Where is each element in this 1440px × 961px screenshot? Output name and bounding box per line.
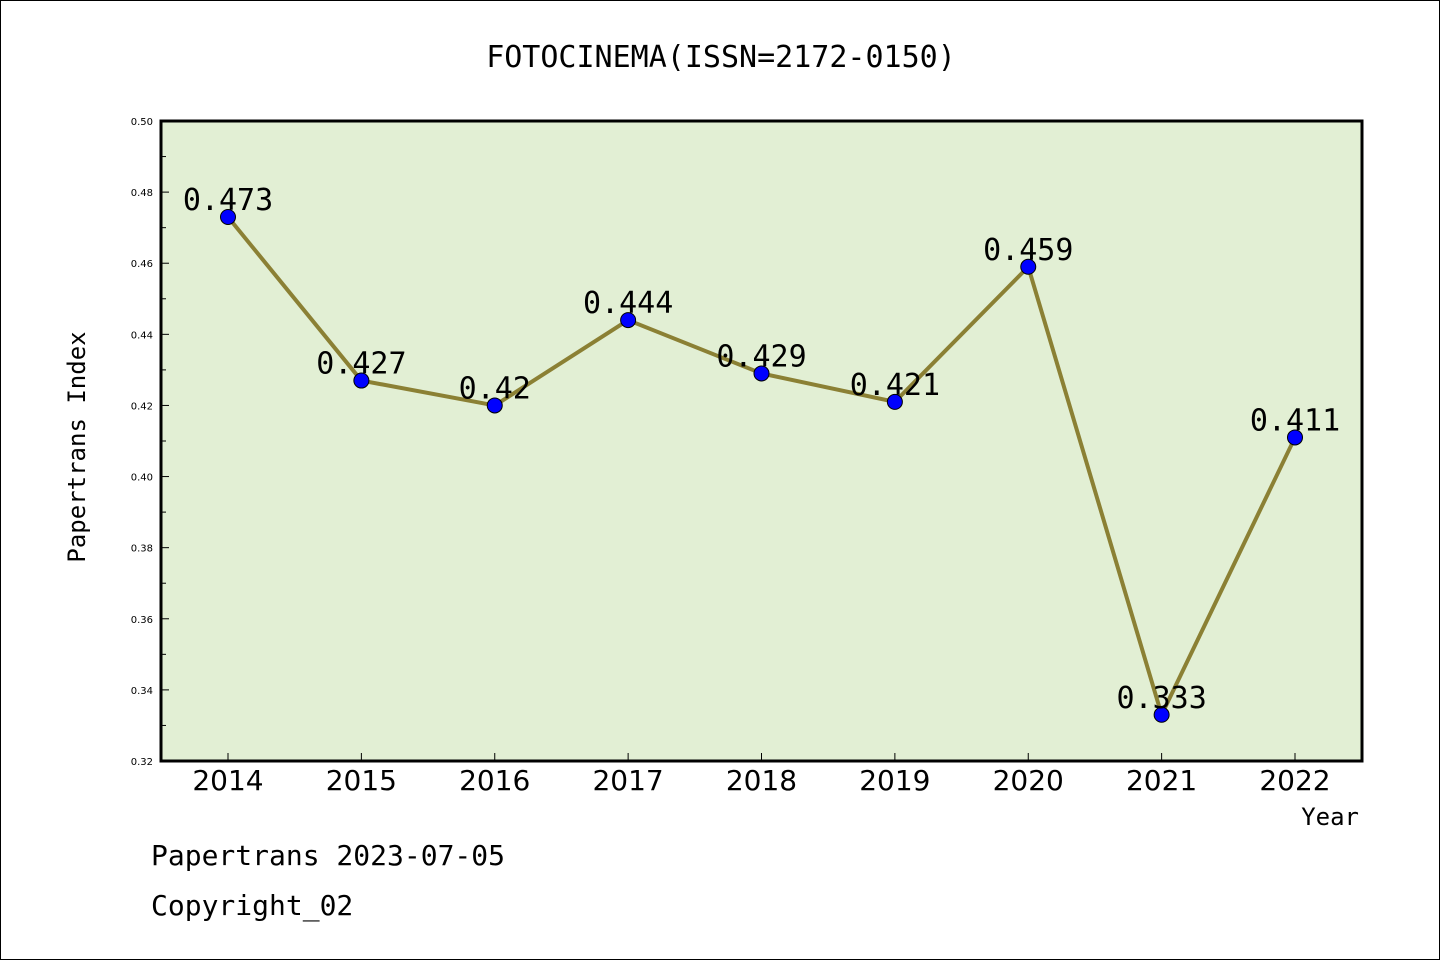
data-point xyxy=(486,397,503,414)
y-tick-label: 0.40 xyxy=(131,473,153,484)
data-label: 0.421 xyxy=(850,368,940,403)
y-tick-label: 0.36 xyxy=(131,615,153,626)
y-tick-label: 0.50 xyxy=(131,117,153,128)
x-axis: 2014 2015 2016 2017 2018 2019 2020 2021 2022 xyxy=(192,753,1331,797)
data-point xyxy=(886,393,903,410)
data-point xyxy=(620,312,637,329)
data-point xyxy=(353,372,370,389)
y-tick-label: 0.34 xyxy=(131,686,153,697)
data-point xyxy=(1020,258,1037,275)
y-tick-label: 0.44 xyxy=(131,330,153,341)
footer-copyright: Copyright_02 xyxy=(151,889,353,923)
series-line: 0.473 0.427 0.42 0.444 0.429 0.421 0.459 0.333 0… xyxy=(183,183,1340,723)
x-tick-label: 2019 xyxy=(859,764,930,797)
data-point xyxy=(753,365,770,382)
data-label: 0.42 xyxy=(459,371,531,406)
footer-date: Papertrans 2023-07-05 xyxy=(151,839,505,872)
data-label: 0.473 xyxy=(183,183,273,218)
y-tick-label: 0.38 xyxy=(131,544,153,555)
y-axis-label: Papertrans Index xyxy=(63,331,91,562)
plot-area xyxy=(159,119,1364,763)
x-tick-label: 2014 xyxy=(192,764,263,797)
x-axis-label: Year xyxy=(1301,803,1359,831)
y-tick-label: 0.46 xyxy=(131,259,153,270)
data-label: 0.444 xyxy=(583,286,673,321)
x-tick-label: 2015 xyxy=(326,764,397,797)
x-tick-label: 2020 xyxy=(993,764,1064,797)
data-point xyxy=(1287,429,1303,446)
y-axis: 0.32 0.34 0.36 0.38 0.40 0.42 0.44 0.46 0.48 0.50 xyxy=(131,117,169,768)
data-label: 0.411 xyxy=(1250,403,1340,438)
x-tick-label: 2018 xyxy=(726,764,797,797)
x-tick-label: 2017 xyxy=(592,764,663,797)
y-tick-label: 0.48 xyxy=(131,188,153,199)
data-label: 0.429 xyxy=(716,339,806,374)
data-label: 0.333 xyxy=(1116,681,1206,716)
data-label: 0.427 xyxy=(316,347,406,382)
x-tick-label: 2022 xyxy=(1259,764,1330,797)
data-label: 0.459 xyxy=(983,233,1073,268)
x-tick-label: 2021 xyxy=(1126,764,1197,797)
chart-title: FOTOCINEMA(ISSN=2172-0150) xyxy=(486,40,956,75)
y-tick-label: 0.32 xyxy=(131,757,153,768)
x-tick-label: 2016 xyxy=(459,764,530,797)
data-point xyxy=(1153,706,1170,723)
data-point xyxy=(220,209,236,225)
y-tick-label: 0.42 xyxy=(131,401,153,412)
